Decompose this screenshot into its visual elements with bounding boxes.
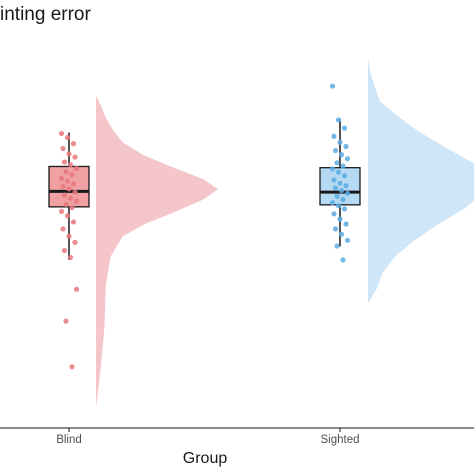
point-sighted: [344, 237, 351, 243]
point-blind: [69, 205, 75, 211]
point-blind: [66, 186, 72, 192]
point-blind: [63, 201, 69, 208]
point-sighted: [337, 216, 343, 222]
point-sighted: [338, 231, 345, 237]
point-blind: [64, 213, 71, 219]
point-blind: [61, 247, 68, 254]
point-sighted: [337, 139, 343, 145]
point-sighted: [329, 200, 336, 206]
x-axis-ticks: Blind Sighted: [56, 428, 360, 446]
point-blind: [58, 130, 65, 137]
point-sighted: [335, 203, 342, 209]
density-sighted: [368, 58, 474, 304]
point-blind: [60, 145, 66, 152]
point-blind: [63, 318, 69, 324]
point-blind: [58, 208, 65, 214]
density-layer: [96, 58, 474, 408]
point-sighted: [329, 83, 336, 89]
point-blind: [67, 195, 74, 201]
point-sighted: [341, 173, 348, 179]
point-sighted: [331, 177, 337, 183]
point-sighted: [343, 221, 349, 227]
point-blind: [61, 192, 68, 198]
point-blind: [72, 189, 78, 195]
point-blind: [69, 172, 75, 178]
point-blind: [61, 159, 68, 165]
point-blind: [70, 141, 77, 147]
point-sighted: [343, 183, 349, 189]
point-sighted: [332, 226, 339, 232]
point-blind: [70, 181, 77, 187]
point-blind: [72, 154, 78, 160]
point-sighted: [344, 156, 351, 162]
point-blind: [70, 219, 77, 225]
point-sighted: [338, 152, 345, 158]
point-sighted: [341, 206, 348, 212]
points-layer: [58, 83, 351, 370]
point-sighted: [335, 117, 342, 123]
point-sighted: [331, 211, 337, 217]
point-blind: [73, 198, 80, 204]
point-sighted: [334, 243, 340, 249]
point-sighted: [344, 190, 351, 196]
point-sighted: [332, 185, 339, 191]
point-sighted: [340, 196, 346, 203]
point-sighted: [340, 163, 346, 169]
x-tick-label: Sighted: [320, 434, 359, 446]
point-sighted: [335, 169, 342, 175]
point-sighted: [340, 257, 346, 263]
point-sighted: [338, 187, 345, 194]
point-sighted: [334, 193, 340, 199]
point-blind: [64, 134, 71, 141]
point-blind: [58, 175, 65, 181]
point-blind: [66, 233, 72, 239]
x-tick-label: Blind: [56, 434, 82, 446]
point-blind: [73, 165, 80, 172]
point-blind: [67, 162, 74, 168]
point-sighted: [343, 143, 349, 150]
point-sighted: [331, 133, 337, 139]
point-blind: [60, 226, 66, 232]
point-sighted: [329, 166, 336, 172]
point-blind: [64, 178, 71, 184]
chart-title: inting error: [0, 4, 91, 25]
point-blind: [63, 169, 69, 175]
point-blind: [66, 151, 72, 157]
point-blind: [72, 239, 78, 245]
point-sighted: [337, 180, 343, 186]
point-blind: [69, 364, 75, 370]
point-blind: [67, 254, 74, 261]
point-sighted: [332, 147, 339, 154]
density-blind: [96, 95, 218, 408]
point-blind: [73, 286, 80, 292]
point-sighted: [334, 160, 340, 166]
x-axis-label: Group: [183, 450, 228, 467]
point-sighted: [341, 125, 348, 131]
point-blind: [60, 183, 66, 190]
